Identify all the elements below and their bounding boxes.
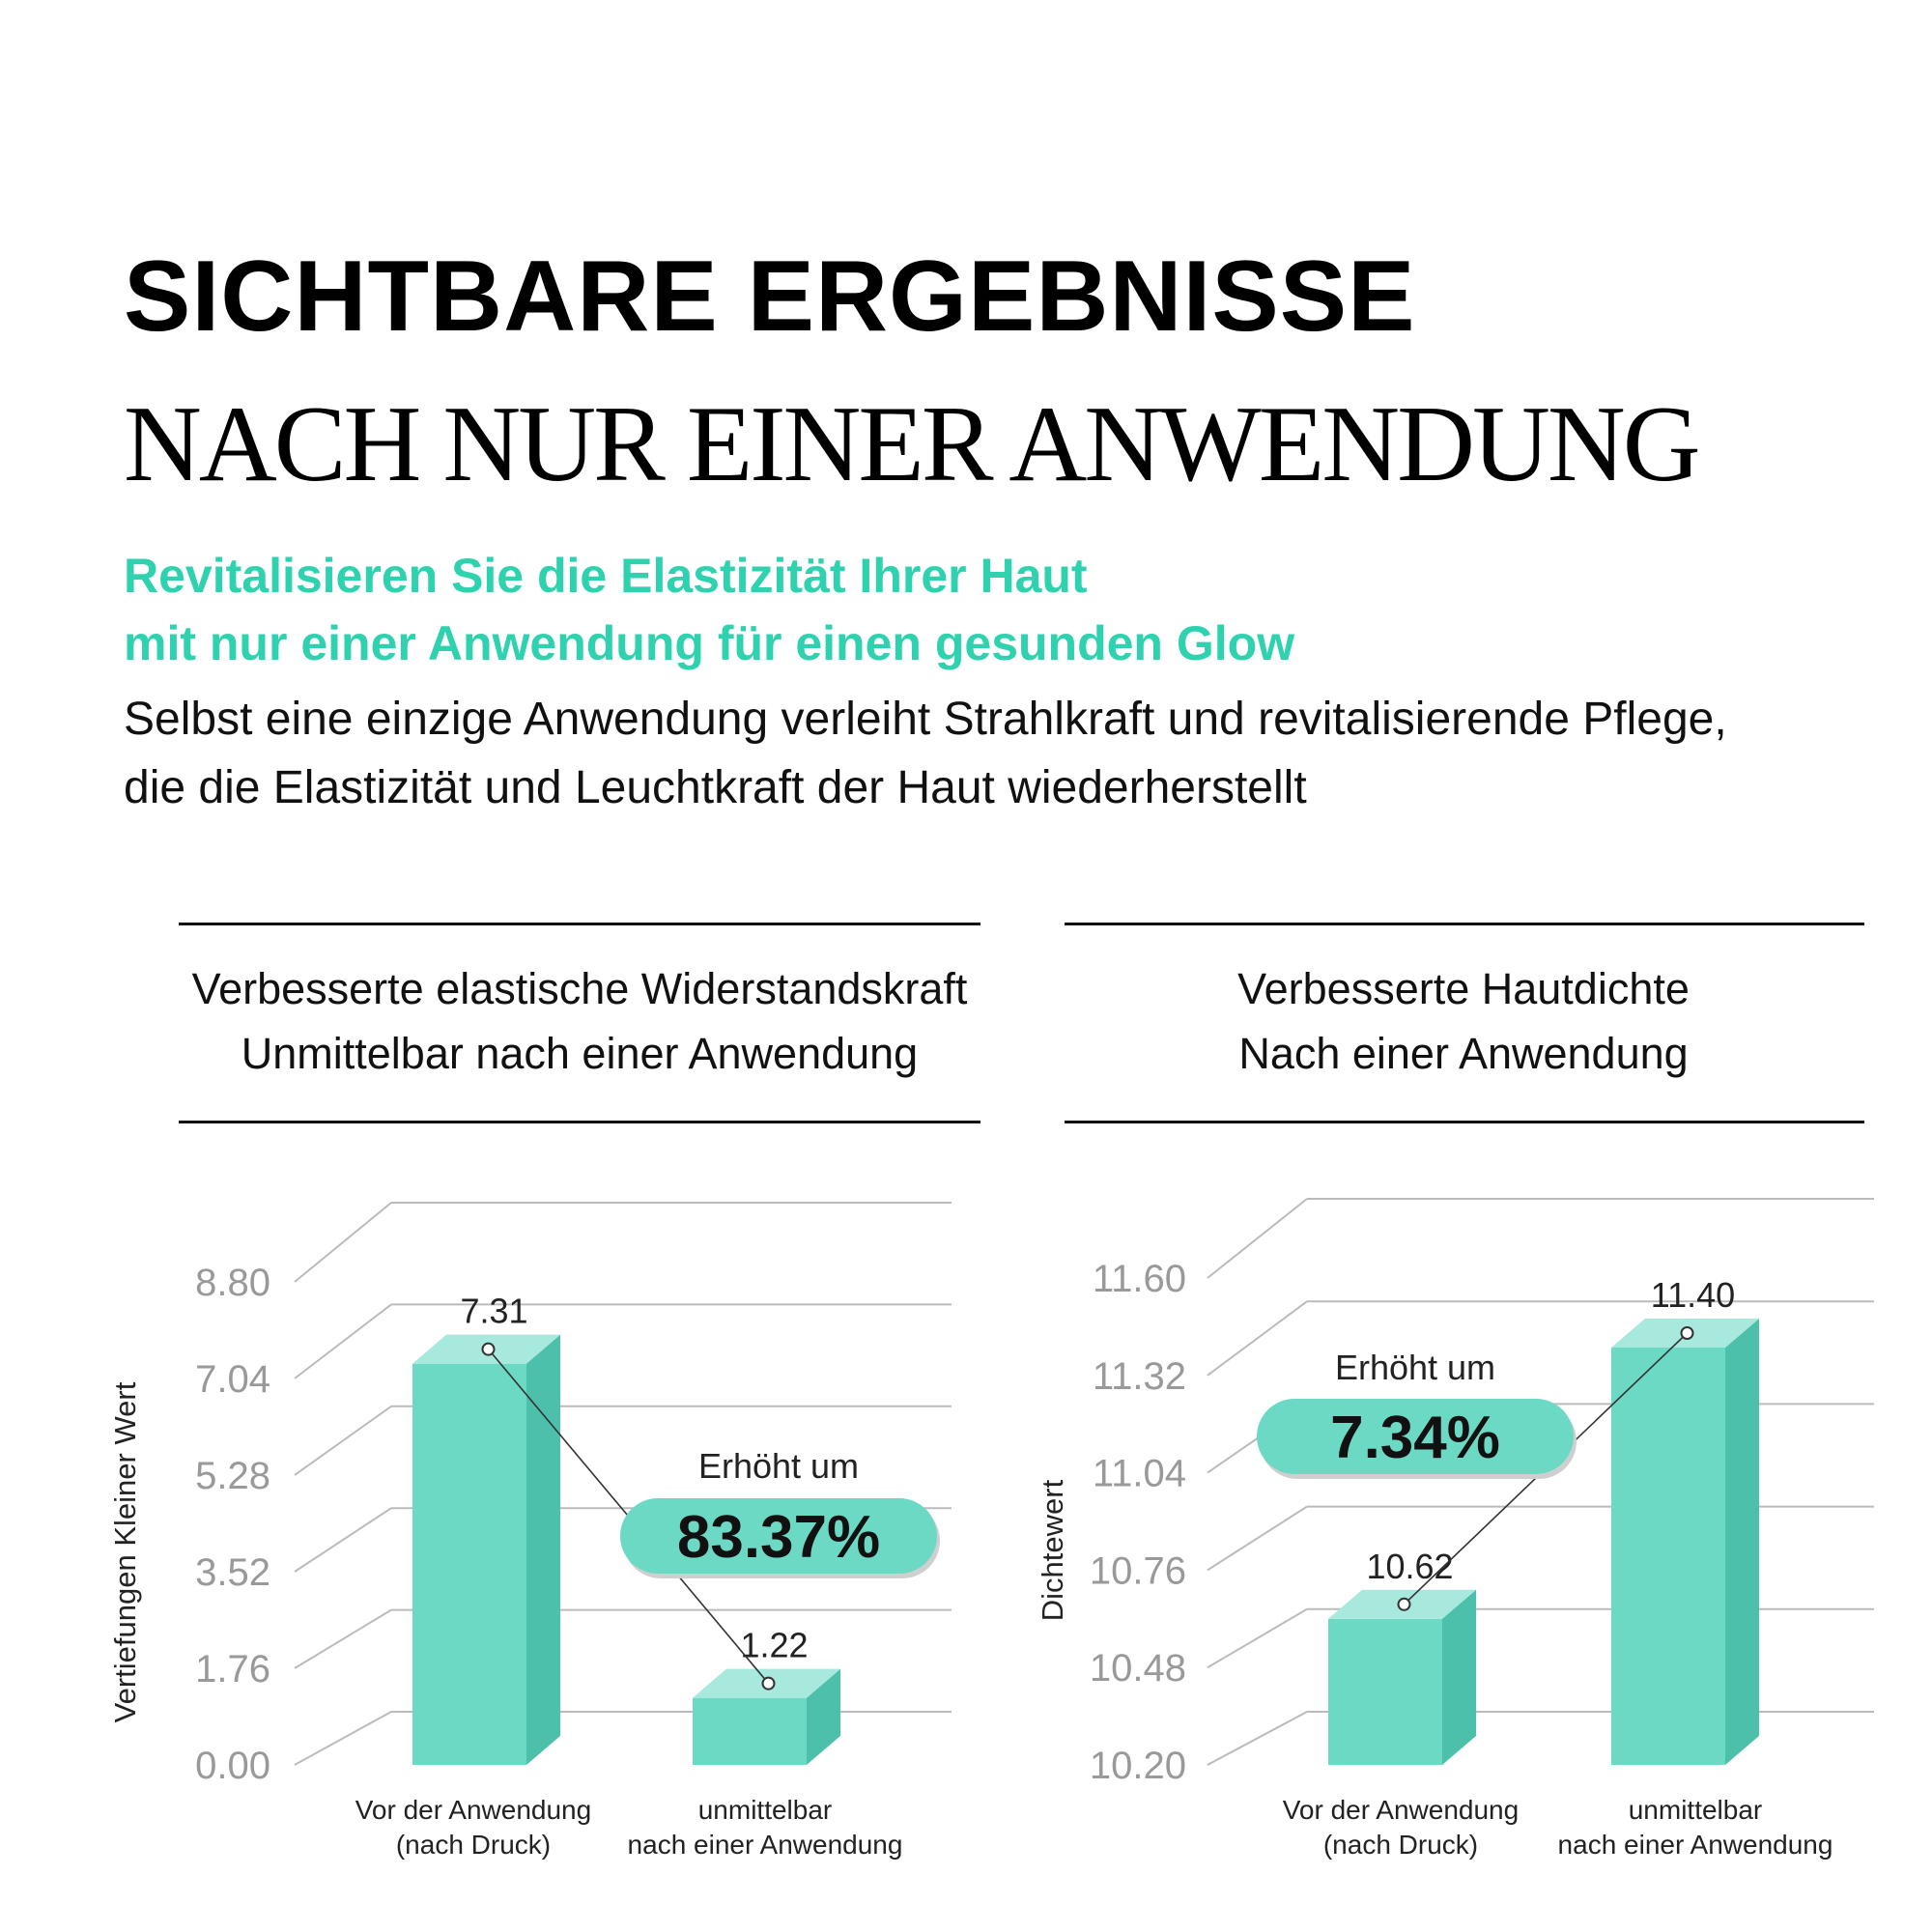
chart-2-bar-1-marker bbox=[1397, 1597, 1411, 1611]
chart-1-title: Verbesserte elastische Widerstandskraft … bbox=[155, 956, 1005, 1086]
body-text-line-1: Selbst eine einzige Anwendung verleiht S… bbox=[124, 694, 1727, 745]
chart-1-y-tick-label: 5.28 bbox=[195, 1455, 270, 1497]
chart-1-category-label-2: unmittelbar bbox=[698, 1795, 833, 1825]
chart-1-y-tick-label: 7.04 bbox=[195, 1358, 270, 1401]
chart-1-bar-1-marker bbox=[481, 1342, 496, 1356]
chart-2-bar-1 bbox=[1328, 1618, 1442, 1765]
chart-2-title: Verbesserte Hautdichte Nach einer Anwend… bbox=[1038, 956, 1889, 1086]
chart-2-gridline-diagonal bbox=[1207, 1505, 1308, 1572]
chart-1-gridline-diagonal bbox=[294, 1405, 392, 1476]
chart-2-y-axis-label: Dichtewert bbox=[1036, 1479, 1069, 1621]
headline-primary: SICHTBARE ERGEBNISSE bbox=[124, 241, 1416, 353]
chart-1-category-label-2: nach einer Anwendung bbox=[628, 1830, 903, 1860]
chart-1-y-tick-label: 8.80 bbox=[195, 1262, 270, 1304]
highlight-line-2: mit nur einer Anwendung für einen gesund… bbox=[124, 616, 1295, 670]
chart-1-bar-2 bbox=[693, 1697, 807, 1765]
chart-2-y-tick-label: 10.48 bbox=[1090, 1647, 1186, 1690]
chart-2-y-tick-label: 11.04 bbox=[1093, 1453, 1186, 1495]
chart-1-y-axis-label: Vertiefungen Kleiner Wert bbox=[108, 1381, 142, 1722]
chart-1-bottom-rule bbox=[179, 1121, 980, 1123]
chart-2-gridline-diagonal bbox=[1207, 1198, 1308, 1279]
chart-1-callout-label: Erhöht um bbox=[698, 1446, 859, 1486]
chart-1-gridline-diagonal bbox=[294, 1202, 392, 1283]
chart-1-category-label-1: Vor der Anwendung bbox=[355, 1795, 591, 1825]
chart-2-bar-1-value-label: 10.62 bbox=[1366, 1547, 1453, 1586]
chart-1-y-tick-label: 3.52 bbox=[195, 1551, 270, 1594]
chart-1-bar-2-marker bbox=[761, 1676, 776, 1690]
chart-1-category-label-1: (nach Druck) bbox=[396, 1830, 551, 1860]
chart-1-y-tick-label: 1.76 bbox=[195, 1648, 270, 1690]
chart-1-bar-1 bbox=[412, 1363, 526, 1765]
chart-2-gridline-diagonal bbox=[1207, 1711, 1308, 1766]
chart-2-bar-2-marker bbox=[1680, 1326, 1694, 1340]
highlight-line-1: Revitalisieren Sie die Elastizität Ihrer… bbox=[124, 549, 1088, 603]
chart-2-y-tick-label: 10.20 bbox=[1090, 1745, 1186, 1787]
chart-1-gridline-diagonal bbox=[294, 1608, 392, 1669]
chart-1-bar-2-side bbox=[807, 1668, 840, 1765]
chart-1-title-line-2: Unmittelbar nach einer Anwendung bbox=[241, 1029, 919, 1078]
chart-2-category-label-2: unmittelbar bbox=[1629, 1795, 1763, 1825]
chart-1-bar-2-value-label: 1.22 bbox=[740, 1626, 808, 1665]
chart-2-gridline-diagonal bbox=[1207, 1607, 1308, 1669]
chart-2-callout-value: 7.34% bbox=[1330, 1405, 1500, 1471]
chart-2-bar-2-side bbox=[1725, 1319, 1759, 1765]
chart-2-y-tick-label: 11.32 bbox=[1093, 1355, 1186, 1398]
chart-2-top-rule bbox=[1065, 923, 1864, 925]
chart-1-top-rule bbox=[179, 923, 980, 925]
chart-2-callout-label: Erhöht um bbox=[1335, 1348, 1495, 1387]
chart-2-title-line-1: Verbesserte Hautdichte bbox=[1237, 964, 1690, 1013]
chart-2-bar-2 bbox=[1611, 1348, 1725, 1765]
headline-secondary: NACH NUR EINER ANWENDUNG bbox=[124, 384, 1701, 504]
chart-2-category-label-1: (nach Druck) bbox=[1323, 1830, 1478, 1860]
chart-1-title-line-1: Verbesserte elastische Widerstandskraft bbox=[191, 964, 968, 1013]
chart-1-gridline-diagonal bbox=[294, 1711, 392, 1766]
chart-1-gridline-diagonal bbox=[294, 1303, 392, 1379]
chart-2-bar-2-value-label: 11.40 bbox=[1651, 1275, 1735, 1315]
chart-2-bottom-rule bbox=[1065, 1121, 1864, 1123]
chart-2-gridline-diagonal bbox=[1207, 1300, 1308, 1377]
chart-2-category-label-1: Vor der Anwendung bbox=[1283, 1795, 1519, 1825]
chart-2-bar-1-side bbox=[1442, 1589, 1476, 1765]
chart-1-y-tick-label: 0.00 bbox=[195, 1745, 270, 1787]
chart-2-callout-pill bbox=[1257, 1399, 1574, 1474]
chart-1-bar-1-side bbox=[526, 1334, 560, 1765]
chart-2-y-tick-label: 10.76 bbox=[1090, 1549, 1186, 1592]
chart-1-bar-1-value-label: 7.31 bbox=[460, 1292, 527, 1331]
chart-2-category-label-2: nach einer Anwendung bbox=[1558, 1830, 1833, 1860]
chart-1-gridline-diagonal bbox=[294, 1507, 392, 1573]
chart-1-callout-pill bbox=[620, 1498, 937, 1574]
chart-1-callout-value: 83.37% bbox=[677, 1504, 880, 1571]
chart-2-title-line-2: Nach einer Anwendung bbox=[1238, 1029, 1689, 1078]
body-text-line-2: die die Elastizität und Leuchtkraft der … bbox=[124, 762, 1307, 813]
chart-2-y-tick-label: 11.60 bbox=[1093, 1258, 1186, 1300]
